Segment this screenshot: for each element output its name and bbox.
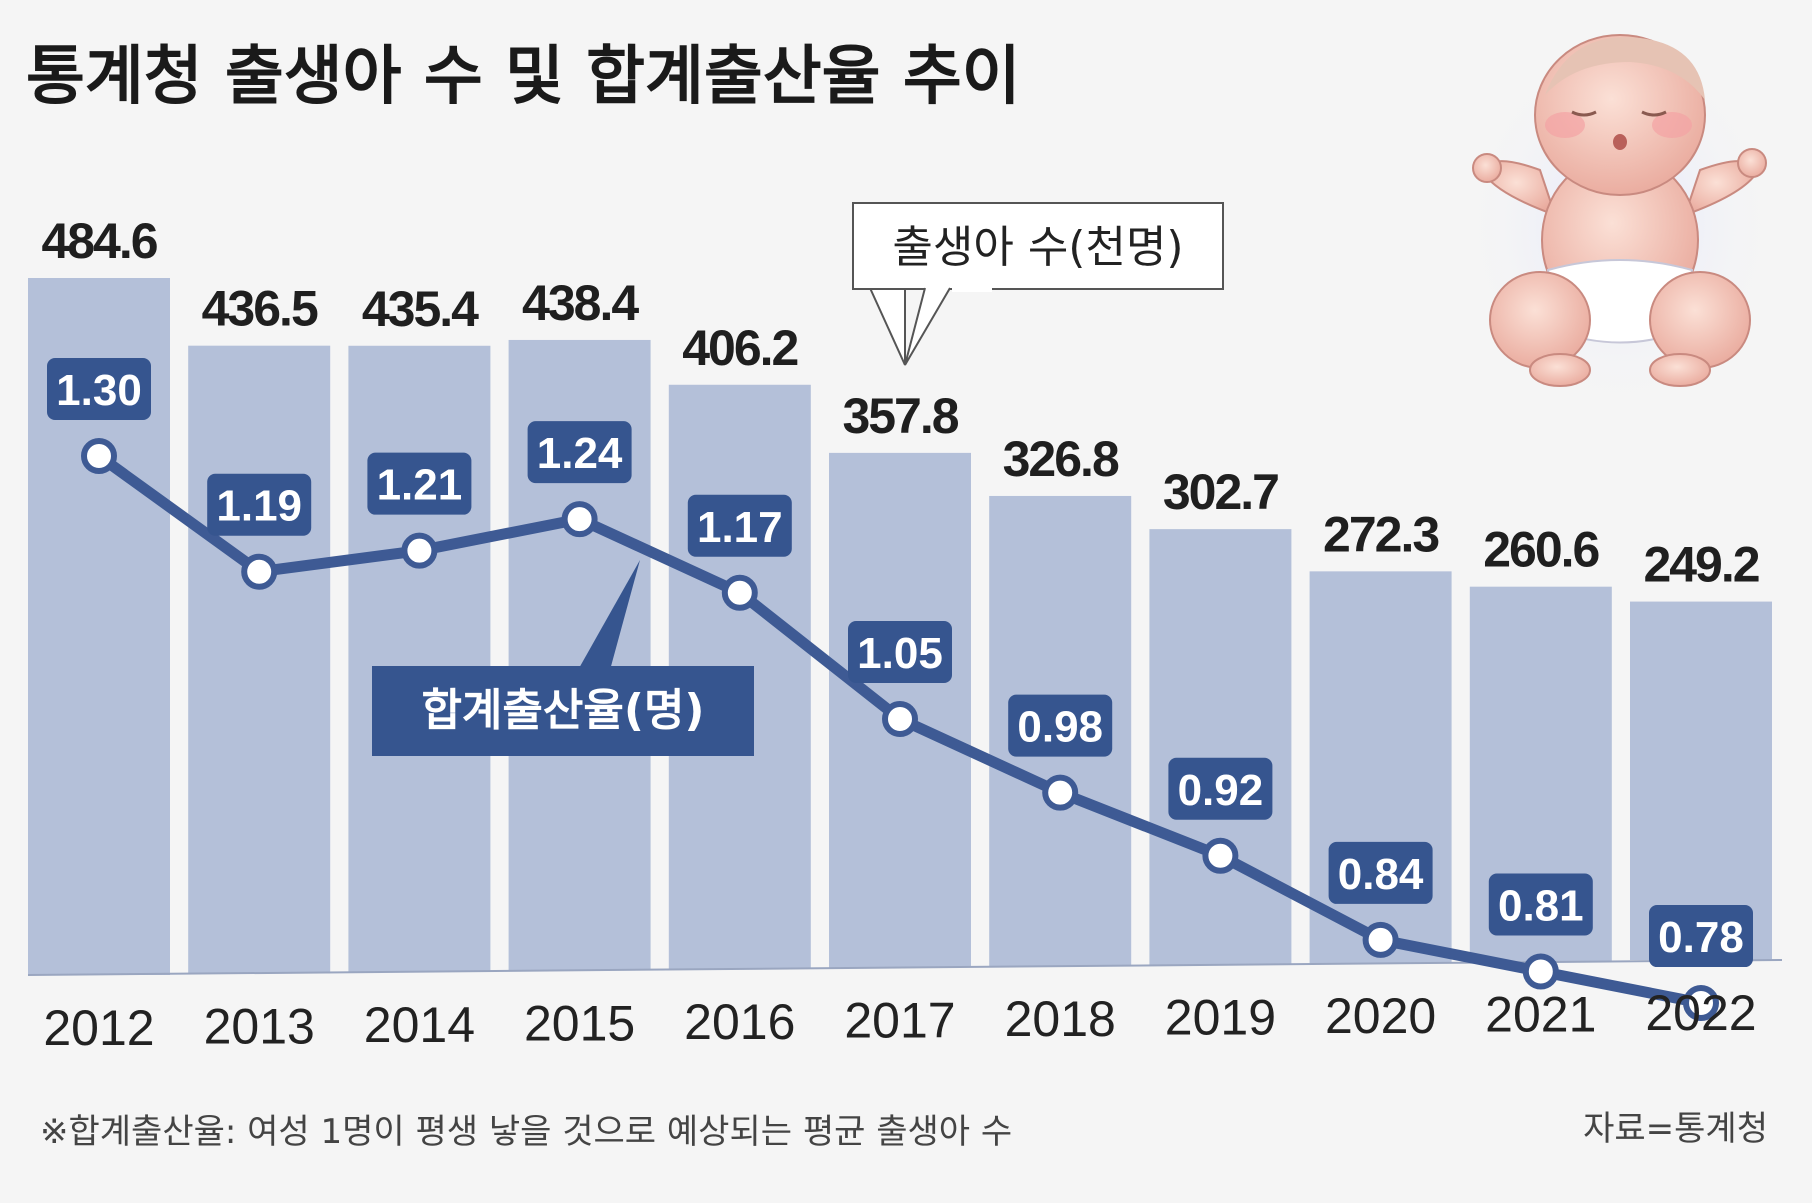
rate-value-label-2014: 1.21 bbox=[377, 461, 463, 510]
rate-point-2020 bbox=[1362, 921, 1399, 958]
bar-value-label-2012: 484.6 bbox=[41, 213, 156, 269]
rate-label-box-2021 bbox=[1488, 873, 1593, 936]
rate-point-2021 bbox=[1522, 953, 1559, 990]
rate-value-label-2022: 0.78 bbox=[1658, 913, 1744, 962]
bar-2020 bbox=[1309, 571, 1452, 963]
bar-value-label-2014: 435.4 bbox=[362, 281, 479, 337]
rate-value-label-2019: 0.92 bbox=[1178, 766, 1264, 815]
rate-label-box-2018 bbox=[1008, 694, 1113, 757]
rate-point-2015 bbox=[561, 501, 598, 538]
bar-2013 bbox=[188, 345, 331, 974]
rate-value-label-2016: 1.17 bbox=[697, 503, 783, 552]
x-tick-label-2012: 2012 bbox=[43, 1000, 154, 1056]
bar-legend-callout: 출생아 수(천명) bbox=[852, 202, 1224, 366]
line-legend-callout: 합계출산율(명) bbox=[372, 560, 754, 756]
bar-value-label-2019: 302.7 bbox=[1163, 464, 1278, 520]
rate-value-label-2021: 0.81 bbox=[1498, 881, 1584, 930]
chart-title: 통계청 출생아 수 및 합계출산율 추이 bbox=[26, 40, 1021, 114]
rate-value-label-2013: 1.19 bbox=[216, 482, 302, 531]
rate-label-box-2016 bbox=[687, 494, 792, 557]
rate-label-box-2013 bbox=[207, 473, 312, 536]
rate-value-label-2012: 1.30 bbox=[56, 366, 142, 415]
x-tick-label-2013: 2013 bbox=[204, 999, 315, 1055]
source-label: 자료=통계청 bbox=[1583, 1109, 1768, 1149]
rate-label-box-2015 bbox=[527, 421, 632, 484]
x-tick-label-2021: 2021 bbox=[1485, 987, 1596, 1043]
footnote: ※합계출산율: 여성 1명이 평생 낳을 것으로 예상되는 평균 출생아 수 bbox=[40, 1112, 1012, 1152]
bar-legend-label: 출생아 수(천명) bbox=[892, 222, 1183, 273]
rate-point-2018 bbox=[1042, 774, 1079, 811]
rate-label-box-2017 bbox=[848, 621, 952, 683]
rate-point-2014 bbox=[401, 532, 438, 569]
x-tick-label-2017: 2017 bbox=[844, 993, 955, 1049]
bar-2022 bbox=[1630, 601, 1772, 960]
x-tick-label-2014: 2014 bbox=[364, 997, 475, 1053]
bar-value-label-2021: 260.6 bbox=[1483, 522, 1598, 578]
rate-label-box-2020 bbox=[1328, 841, 1433, 904]
x-tick-label-2018: 2018 bbox=[1005, 991, 1116, 1047]
rate-label-box-2014 bbox=[367, 452, 472, 515]
baby-illustration bbox=[1460, 34, 1780, 415]
x-tick-label-2015: 2015 bbox=[524, 996, 635, 1052]
rate-value-label-2018: 0.98 bbox=[1017, 703, 1103, 752]
rate-point-2019 bbox=[1202, 837, 1239, 874]
rate-value-label-2020: 0.84 bbox=[1338, 850, 1424, 899]
rate-line-layer bbox=[81, 438, 1719, 1022]
rate-point-2022 bbox=[1683, 985, 1719, 1022]
line-legend-label: 합계출산율(명) bbox=[421, 685, 704, 736]
rate-label-box-2019 bbox=[1168, 757, 1273, 820]
rate-point-2016 bbox=[721, 574, 758, 611]
bar-value-label-2022: 249.2 bbox=[1643, 537, 1758, 593]
x-tick-label-2016: 2016 bbox=[684, 994, 795, 1050]
labels-layer: 484.6 2012 436.5 2013 435.4 2014 438.4 2015 406.… bbox=[41, 213, 1760, 1056]
bar-value-label-2013: 436.5 bbox=[202, 281, 318, 337]
rate-point-2017 bbox=[882, 701, 918, 737]
bar-2014 bbox=[348, 345, 491, 972]
bar-value-label-2018: 326.8 bbox=[1003, 431, 1119, 487]
x-tick-label-2019: 2019 bbox=[1165, 990, 1276, 1046]
rate-label-box-2022 bbox=[1649, 905, 1753, 968]
rate-value-label-2017: 1.05 bbox=[857, 629, 943, 678]
rate-point-2012 bbox=[81, 438, 117, 474]
bar-value-label-2015: 438.4 bbox=[522, 275, 639, 331]
bar-value-label-2020: 272.3 bbox=[1323, 506, 1438, 562]
rate-value-label-2015: 1.24 bbox=[537, 429, 623, 478]
x-tick-label-2022: 2022 bbox=[1645, 985, 1756, 1041]
bar-value-label-2016: 406.2 bbox=[682, 320, 797, 376]
x-tick-label-2020: 2020 bbox=[1325, 988, 1436, 1044]
bar-2019 bbox=[1149, 529, 1292, 965]
rate-point-2013 bbox=[241, 553, 278, 590]
rate-label-box-2012 bbox=[47, 358, 151, 420]
bar-value-label-2017: 357.8 bbox=[842, 388, 958, 444]
